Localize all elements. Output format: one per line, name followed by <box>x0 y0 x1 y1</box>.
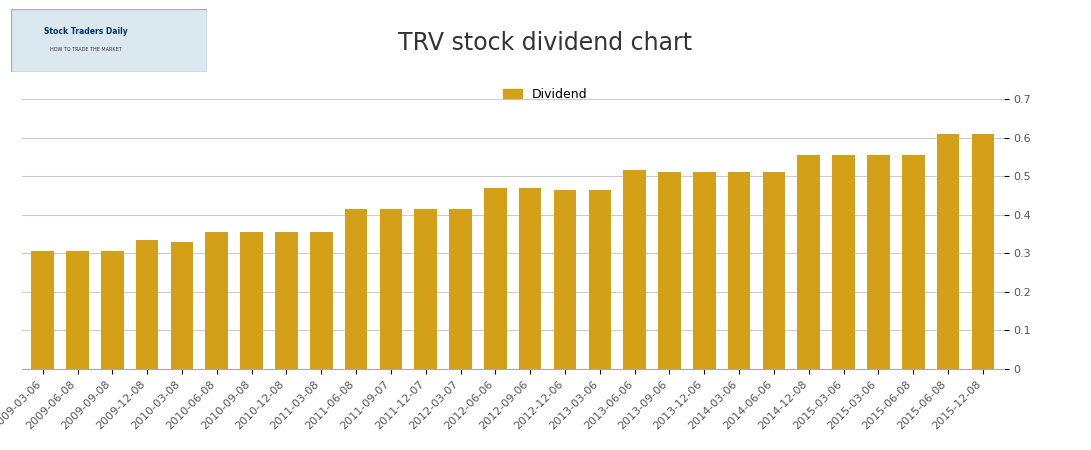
Bar <box>170 242 193 369</box>
Bar <box>32 252 55 369</box>
Bar <box>693 172 716 369</box>
Bar <box>658 172 681 369</box>
Bar <box>728 172 751 369</box>
Bar <box>380 209 403 369</box>
Bar <box>867 155 889 369</box>
Bar <box>832 155 855 369</box>
Bar <box>484 188 506 369</box>
Bar <box>415 209 437 369</box>
Bar <box>937 134 959 369</box>
Bar <box>205 232 228 369</box>
Text: HOW TO TRADE THE MARKET: HOW TO TRADE THE MARKET <box>50 47 121 53</box>
Text: Stock Traders Daily: Stock Traders Daily <box>44 27 128 36</box>
Bar <box>136 240 158 369</box>
Bar <box>763 172 786 369</box>
Bar <box>275 232 298 369</box>
Bar <box>554 189 576 369</box>
Text: TRV stock dividend chart: TRV stock dividend chart <box>398 32 693 55</box>
Bar <box>588 189 611 369</box>
Bar <box>449 209 471 369</box>
Legend: Dividend: Dividend <box>499 83 592 106</box>
Bar <box>971 134 994 369</box>
Bar <box>798 155 820 369</box>
Bar <box>345 209 368 369</box>
Bar <box>519 188 541 369</box>
Bar <box>240 232 263 369</box>
Bar <box>310 232 333 369</box>
Bar <box>623 171 646 369</box>
Bar <box>902 155 924 369</box>
Bar <box>101 252 123 369</box>
Bar <box>67 252 88 369</box>
